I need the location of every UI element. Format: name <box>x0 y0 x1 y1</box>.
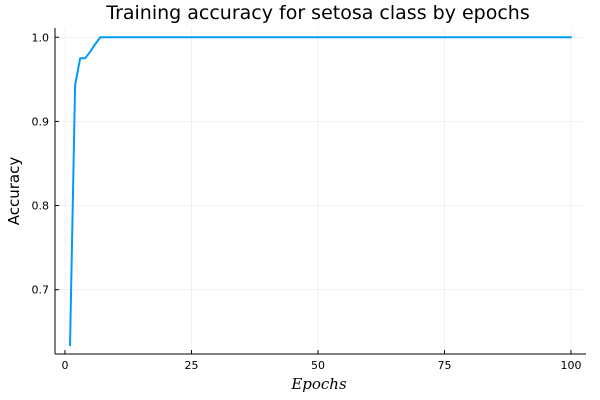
x-tick-label: 0 <box>61 359 68 372</box>
y-axis-label: Accuracy <box>5 157 23 226</box>
x-tick-label: 50 <box>311 359 325 372</box>
accuracy-series-line <box>69 36 572 347</box>
x-tick-label: 100 <box>560 359 581 372</box>
series-layer <box>69 36 572 347</box>
y-axis-ticks: 0.7 0.8 0.9 1.0 <box>32 31 59 297</box>
x-tick-label: 75 <box>437 359 451 372</box>
y-tick-label: 0.7 <box>32 284 50 297</box>
y-tick-label: 0.9 <box>32 115 50 128</box>
x-axis-ticks: 0 25 50 75 100 <box>61 350 581 372</box>
y-tick-label: 0.8 <box>32 200 50 213</box>
chart-title: Training accuracy for setosa class by ep… <box>105 2 530 24</box>
x-tick-label: 25 <box>184 359 198 372</box>
x-axis-label: Epochs <box>290 375 347 393</box>
y-tick-label: 1.0 <box>32 31 50 44</box>
